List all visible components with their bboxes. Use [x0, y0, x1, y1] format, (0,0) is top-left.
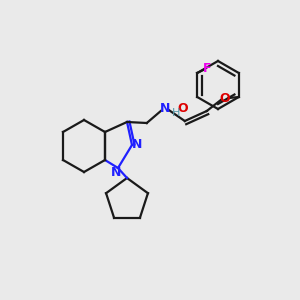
Text: O: O — [220, 92, 230, 106]
Text: N: N — [111, 167, 121, 179]
Text: N: N — [132, 137, 142, 151]
Text: N: N — [160, 103, 170, 116]
Text: F: F — [203, 62, 212, 76]
Text: H: H — [172, 108, 180, 118]
Text: O: O — [178, 103, 188, 116]
